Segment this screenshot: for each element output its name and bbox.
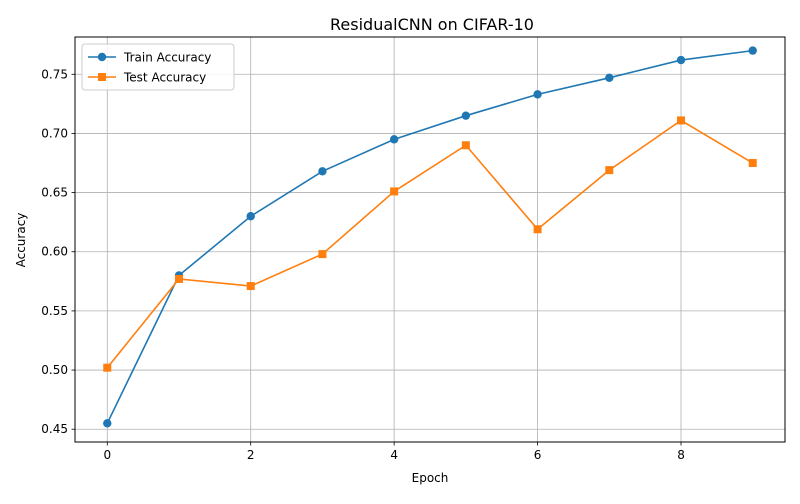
- x-tick-label: 6: [534, 448, 542, 462]
- y-tick-label: 0.55: [41, 304, 68, 318]
- x-tick-label: 4: [390, 448, 398, 462]
- x-tick-label: 2: [247, 448, 255, 462]
- y-tick-label: 0.45: [41, 422, 68, 436]
- data-point: [533, 90, 542, 99]
- data-point: [103, 419, 112, 428]
- x-axis-label: Epoch: [412, 471, 449, 485]
- data-point: [390, 187, 399, 196]
- legend-marker: [98, 73, 106, 81]
- legend-item: Train Accuracy: [88, 51, 211, 65]
- data-point: [174, 274, 183, 283]
- x-tick-label: 0: [103, 448, 111, 462]
- plot-frame: [74, 36, 786, 443]
- legend-box: [81, 43, 235, 91]
- x-tick-label: 8: [677, 448, 685, 462]
- data-point: [677, 116, 686, 125]
- grid-lines: [75, 37, 785, 442]
- y-tick-label: 0.50: [41, 363, 68, 377]
- data-point: [748, 159, 757, 168]
- legend-marker: [97, 52, 107, 62]
- data-point: [318, 250, 327, 259]
- data-point: [246, 212, 255, 221]
- y-tick-label: 0.60: [41, 245, 68, 259]
- y-axis-label: Accuracy: [14, 213, 28, 268]
- legend: Train Accuracy Test Accuracy: [81, 43, 235, 91]
- data-point: [103, 363, 112, 372]
- legend-label: Train Accuracy: [123, 51, 211, 65]
- series-test-accuracy: [103, 116, 757, 372]
- data-point: [676, 55, 686, 65]
- data-point: [748, 46, 757, 55]
- data-point: [318, 167, 327, 176]
- data-point: [533, 225, 542, 234]
- series-line: [106, 49, 753, 424]
- y-tick-label: 0.75: [41, 67, 68, 81]
- data-point: [605, 73, 614, 83]
- y-tick-label: 0.65: [41, 186, 68, 200]
- x-axis-ticks: 0 2 4 6 8: [103, 442, 685, 462]
- legend-label: Test Accuracy: [123, 71, 206, 85]
- data-point: [389, 135, 399, 144]
- series-line: [106, 119, 754, 369]
- data-point: [461, 141, 470, 150]
- y-axis-ticks: 0.45 0.50 0.55 0.60 0.65 0.70 0.75: [41, 67, 75, 436]
- series-layer: [103, 46, 757, 428]
- chart-title: ResidualCNN on CIFAR-10: [330, 15, 534, 34]
- data-point: [605, 166, 614, 175]
- data-point: [461, 111, 471, 120]
- series-train-accuracy: [103, 46, 757, 428]
- y-tick-label: 0.70: [41, 126, 68, 140]
- legend-item: Test Accuracy: [88, 71, 206, 85]
- data-point: [246, 282, 255, 291]
